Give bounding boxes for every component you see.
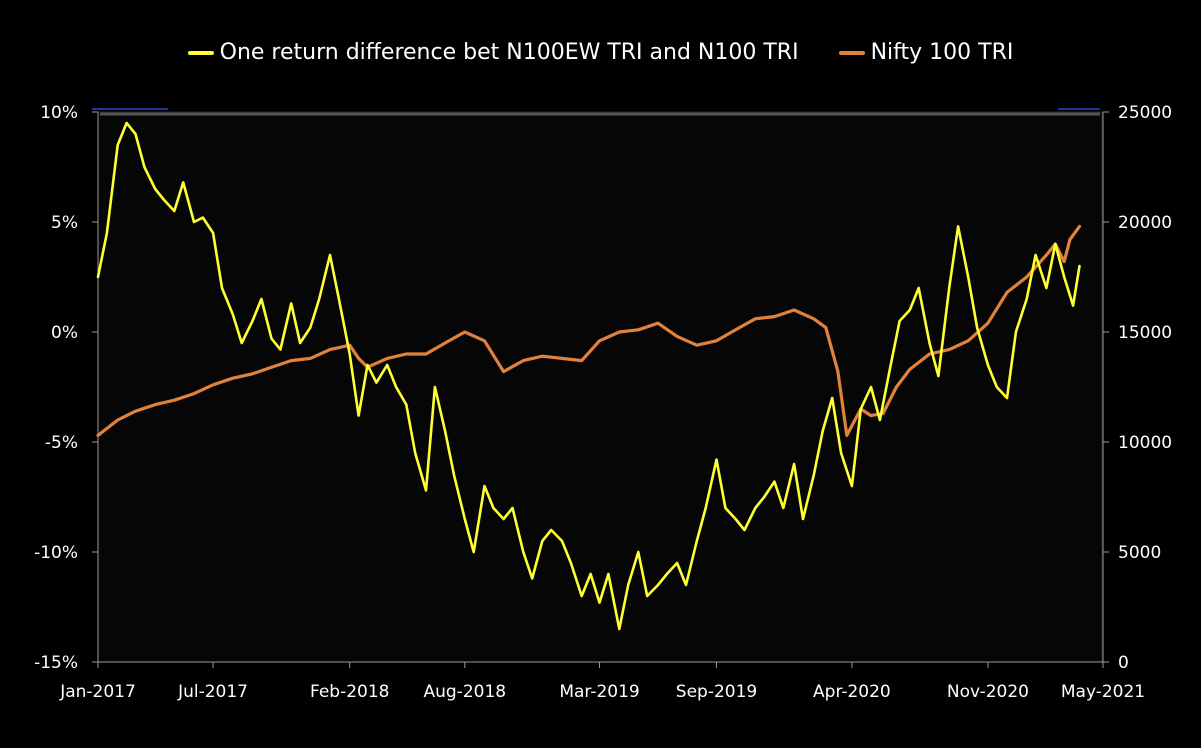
right-tick-label: 20000 — [1118, 213, 1172, 233]
left-tick-label: -5% — [45, 433, 78, 453]
series-line-return-difference — [96, 121, 1081, 631]
x-tick-label: Sep-2019 — [676, 682, 757, 702]
left-tick-label: 10% — [40, 103, 78, 123]
plot-area — [97, 111, 1103, 663]
legend-label-nifty-100-tri: Nifty 100 TRI — [870, 40, 1014, 65]
axis-ticks: Jan-2017 Jul-2017 Feb-2018 Aug-2018 Mar-2019… — [34, 103, 1172, 702]
legend-item-return-difference: One return difference bet N100EW TRI and… — [187, 40, 799, 65]
series-lines — [96, 121, 1082, 631]
x-tick-label: Jul-2017 — [177, 682, 248, 702]
left-tick-label: 0% — [51, 323, 78, 343]
right-tick-label: 5000 — [1118, 543, 1161, 563]
left-tick-label: 5% — [51, 213, 78, 233]
chart-legend: One return difference bet N100EW TRI and… — [0, 40, 1201, 65]
x-tick-label: Mar-2019 — [559, 682, 639, 702]
x-tick-label: Apr-2020 — [813, 682, 891, 702]
left-tick-label: -10% — [34, 543, 78, 563]
x-tick-label: Aug-2018 — [423, 682, 506, 702]
legend-item-nifty-100-tri: Nifty 100 TRI — [838, 40, 1014, 65]
right-tick-label: 0 — [1118, 653, 1129, 673]
legend-swatch-return-difference — [187, 50, 214, 55]
x-tick-label: Nov-2020 — [947, 682, 1029, 702]
right-tick-label: 25000 — [1118, 103, 1172, 123]
right-tick-label: 10000 — [1118, 433, 1172, 453]
legend-label-return-difference: One return difference bet N100EW TRI and… — [219, 40, 799, 65]
legend-swatch-nifty-100-tri — [838, 50, 865, 55]
left-tick-label: -15% — [34, 653, 78, 673]
x-tick-label: May-2021 — [1061, 682, 1145, 702]
x-tick-label: Feb-2018 — [310, 682, 390, 702]
x-tick-label: Jan-2017 — [59, 682, 136, 702]
right-tick-label: 15000 — [1118, 323, 1172, 343]
series-line-nifty-100-tri — [96, 224, 1082, 437]
